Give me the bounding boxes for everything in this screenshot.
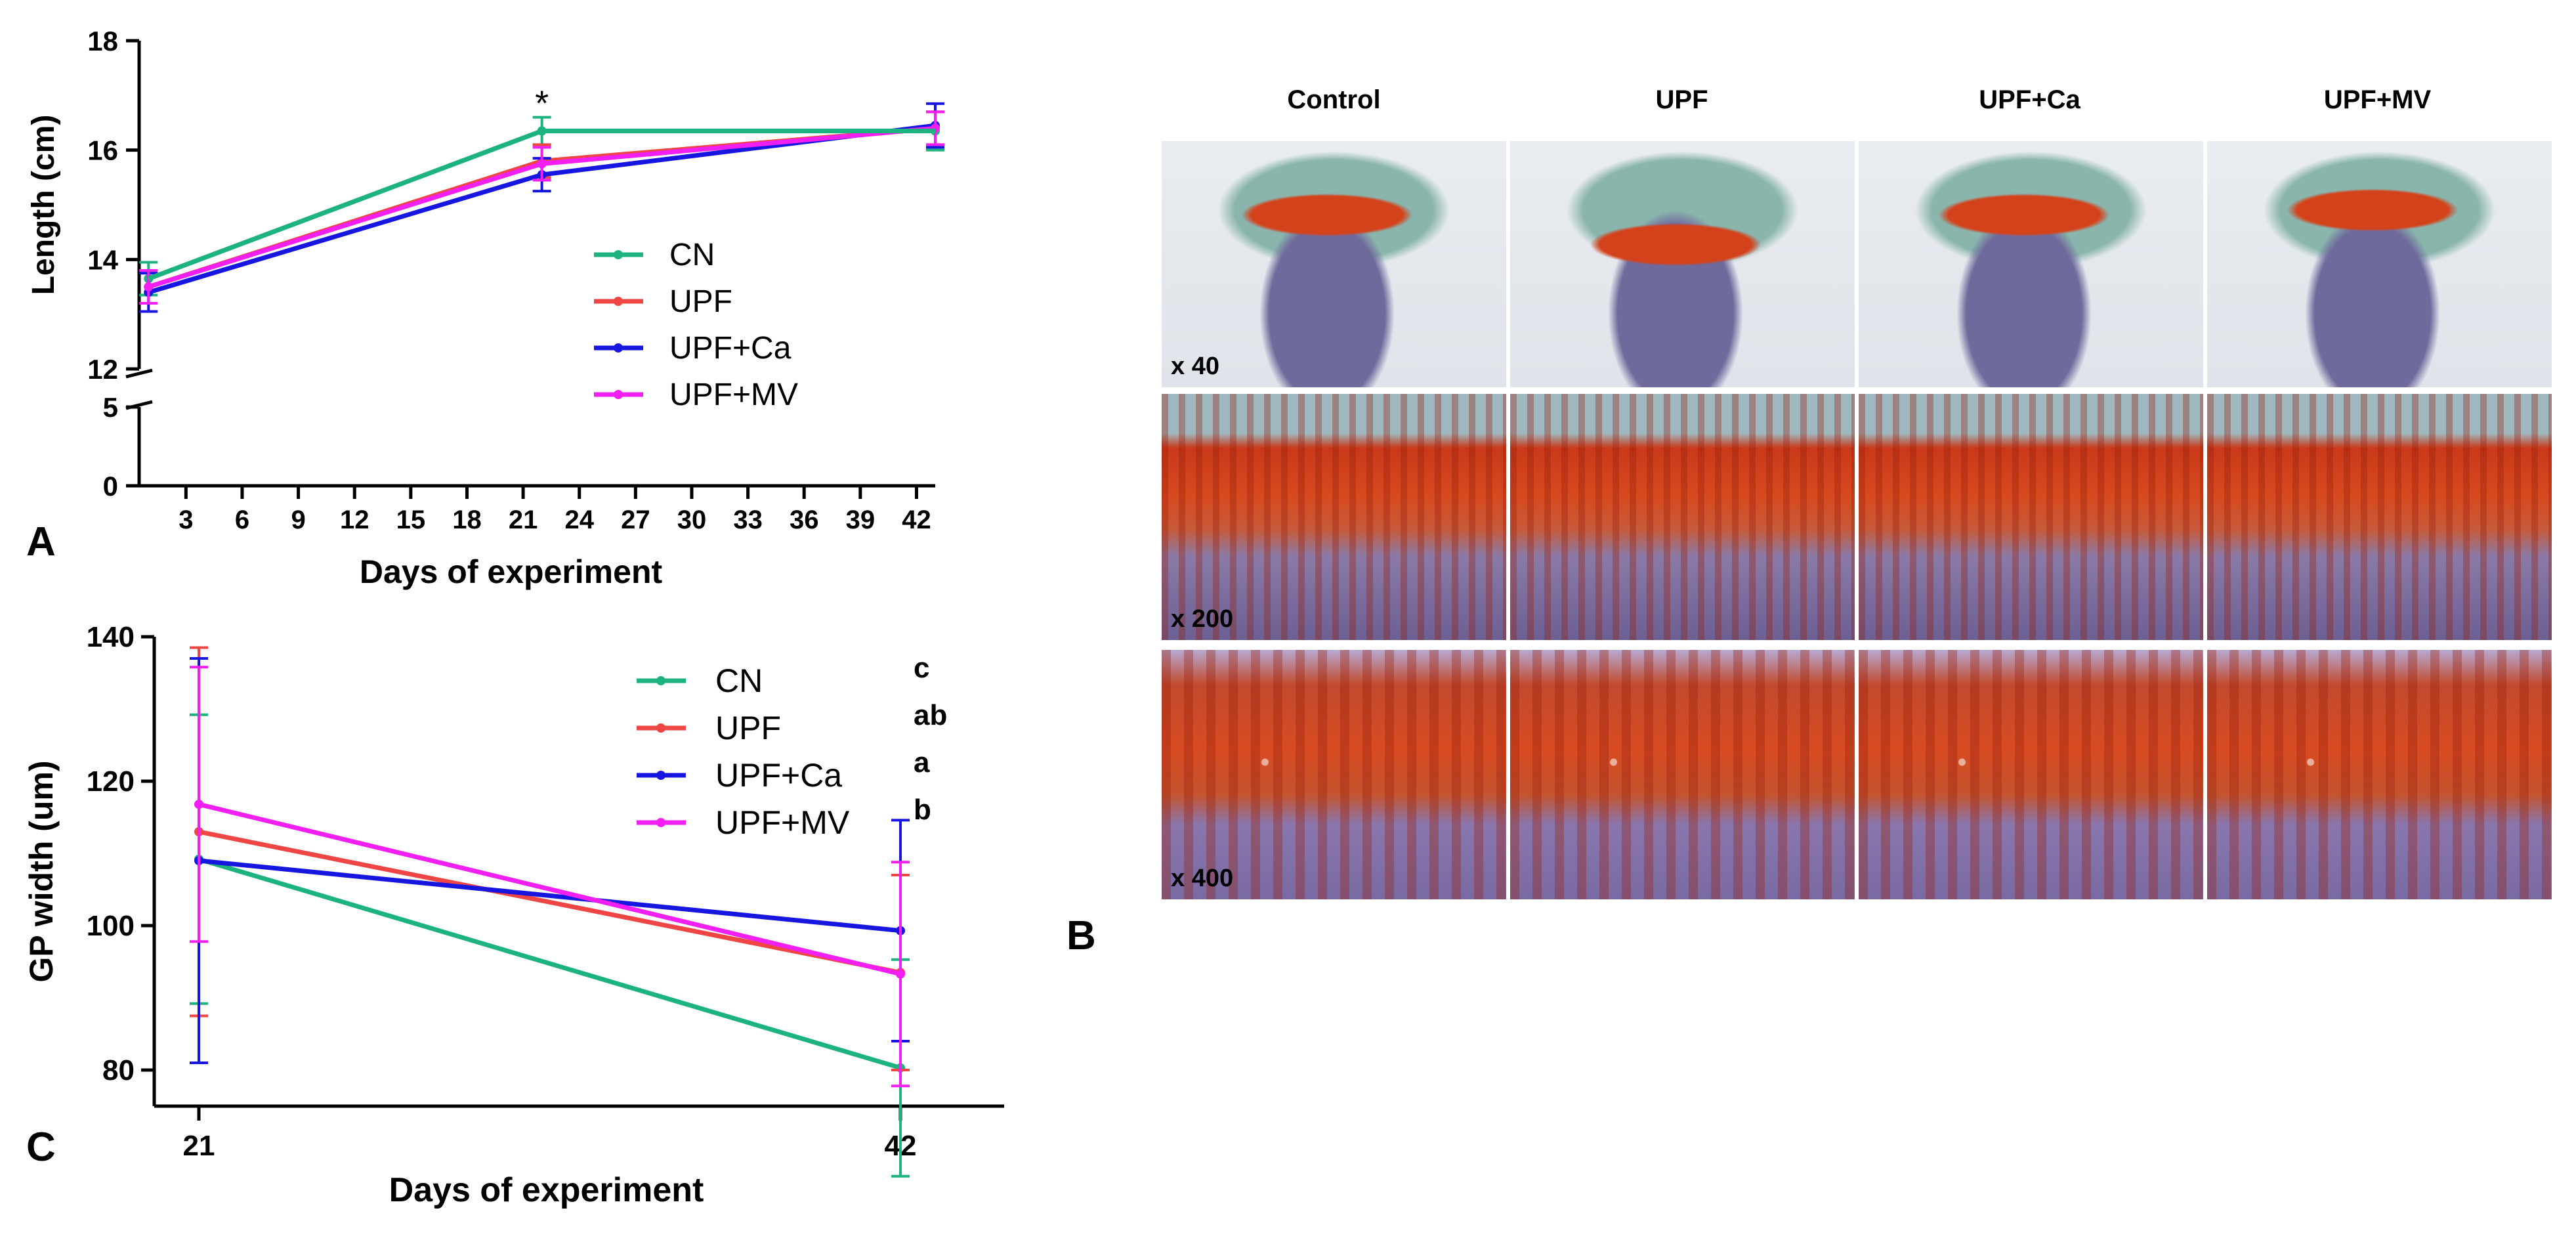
- x-tick-label: 27: [621, 505, 650, 534]
- y-tick-label: 5: [103, 392, 118, 423]
- legend-label: CN: [715, 662, 763, 699]
- x-tick-label: 36: [790, 505, 819, 534]
- magnification-label: x 40: [1171, 353, 1219, 380]
- series-line-upf-mv: [198, 802, 901, 977]
- x-tick-label: 42: [902, 505, 931, 534]
- legend-marker: [656, 818, 665, 827]
- histology-image-control-x400: x 400: [1162, 650, 1506, 899]
- legend-label: UPF+Ca: [715, 757, 842, 794]
- column-title-upf: UPF: [1655, 85, 1708, 114]
- histology-image-upf-x400: [1510, 650, 1855, 899]
- y-tick-label: 140: [87, 621, 135, 653]
- histology-image-grid: x 40 x 200 x 400: [1162, 141, 2552, 899]
- column-title-upf-ca: UPF+Ca: [1979, 85, 2080, 114]
- y-axis-title: Length (cm): [26, 115, 61, 295]
- legend-label: UPF: [669, 284, 732, 319]
- axis-break-mark: [125, 368, 153, 379]
- legend-marker: [614, 343, 623, 353]
- histology-image-upf-ca-x40: [1859, 141, 2203, 387]
- legend-label: CN: [669, 238, 715, 272]
- legend-marker: [614, 297, 623, 306]
- series-line-cn: [198, 857, 901, 1071]
- panel-letter-a: A: [26, 519, 56, 565]
- significance-asterisk: *: [535, 84, 549, 123]
- series-line-upf-ca: [198, 858, 901, 933]
- x-tick-label: 9: [291, 505, 305, 534]
- data-point: [144, 282, 154, 291]
- x-tick-label: 33: [733, 505, 763, 534]
- series-line-cn-top: [148, 129, 935, 281]
- data-point: [896, 969, 905, 979]
- x-tick-label: 12: [340, 505, 370, 534]
- y-tick-label: 80: [102, 1054, 135, 1086]
- x-tick-label: 18: [452, 505, 482, 534]
- column-title-control: Control: [1287, 85, 1381, 114]
- legend-label: UPF+Ca: [669, 331, 792, 366]
- legend-label: UPF+MV: [715, 804, 850, 841]
- histology-image-upf-mv-x200: [2207, 394, 2552, 640]
- histology-image-upf-x200: [1510, 394, 1855, 640]
- x-axis-title: Days of experiment: [360, 553, 663, 590]
- legend-label: UPF+MV: [669, 377, 798, 412]
- y-axis-title: GP width (um): [23, 761, 60, 983]
- x-tick-label: 21: [509, 505, 538, 534]
- histology-image-upf-x40: [1510, 141, 1855, 387]
- x-tick-label: 21: [183, 1130, 215, 1162]
- x-tick-label: 6: [235, 505, 249, 534]
- legend-label: UPF: [715, 710, 781, 746]
- panel-letter-b: B: [1066, 913, 1096, 958]
- legend-marker: [614, 250, 623, 259]
- x-tick-label: 39: [846, 505, 876, 534]
- y-tick-label: 16: [87, 135, 118, 166]
- y-tick-label: 14: [87, 244, 118, 275]
- legend-marker: [656, 771, 665, 780]
- histology-image-upf-mv-x40: [2207, 141, 2552, 387]
- magnification-label: x 400: [1171, 865, 1234, 892]
- data-point: [194, 800, 203, 809]
- significance-letter: b: [914, 794, 931, 826]
- x-tick-label: 15: [396, 505, 426, 534]
- y-tick-label: 0: [103, 471, 118, 502]
- panel-letter-c: C: [26, 1125, 56, 1170]
- x-tick-label: 3: [179, 505, 193, 534]
- x-axis-title: Days of experiment: [389, 1171, 704, 1209]
- legend-marker: [614, 390, 623, 399]
- magnification-label: x 200: [1171, 605, 1234, 633]
- histology-image-control-x200: x 200: [1162, 394, 1506, 640]
- histology-image-upf-mv-x400: [2207, 650, 2552, 899]
- significance-letter: a: [914, 746, 930, 779]
- significance-letter: c: [914, 652, 929, 684]
- y-tick-label: 100: [87, 910, 135, 942]
- x-tick-label: 30: [677, 505, 707, 534]
- legend-marker: [656, 676, 665, 685]
- column-title-upf-mv: UPF+MV: [2323, 85, 2432, 114]
- histology-image-control-x40: x 40: [1162, 141, 1506, 387]
- x-tick-label: 24: [564, 505, 594, 534]
- histology-image-upf-ca-x400: [1859, 650, 2203, 899]
- data-point: [537, 159, 547, 169]
- y-tick-label: 18: [87, 26, 118, 56]
- series-line-upf: [198, 829, 901, 975]
- y-tick-label: 120: [87, 765, 135, 798]
- legend-marker: [656, 723, 665, 733]
- significance-letter: ab: [914, 699, 947, 731]
- histology-image-upf-ca-x200: [1859, 394, 2203, 640]
- y-tick-label: 12: [87, 354, 118, 385]
